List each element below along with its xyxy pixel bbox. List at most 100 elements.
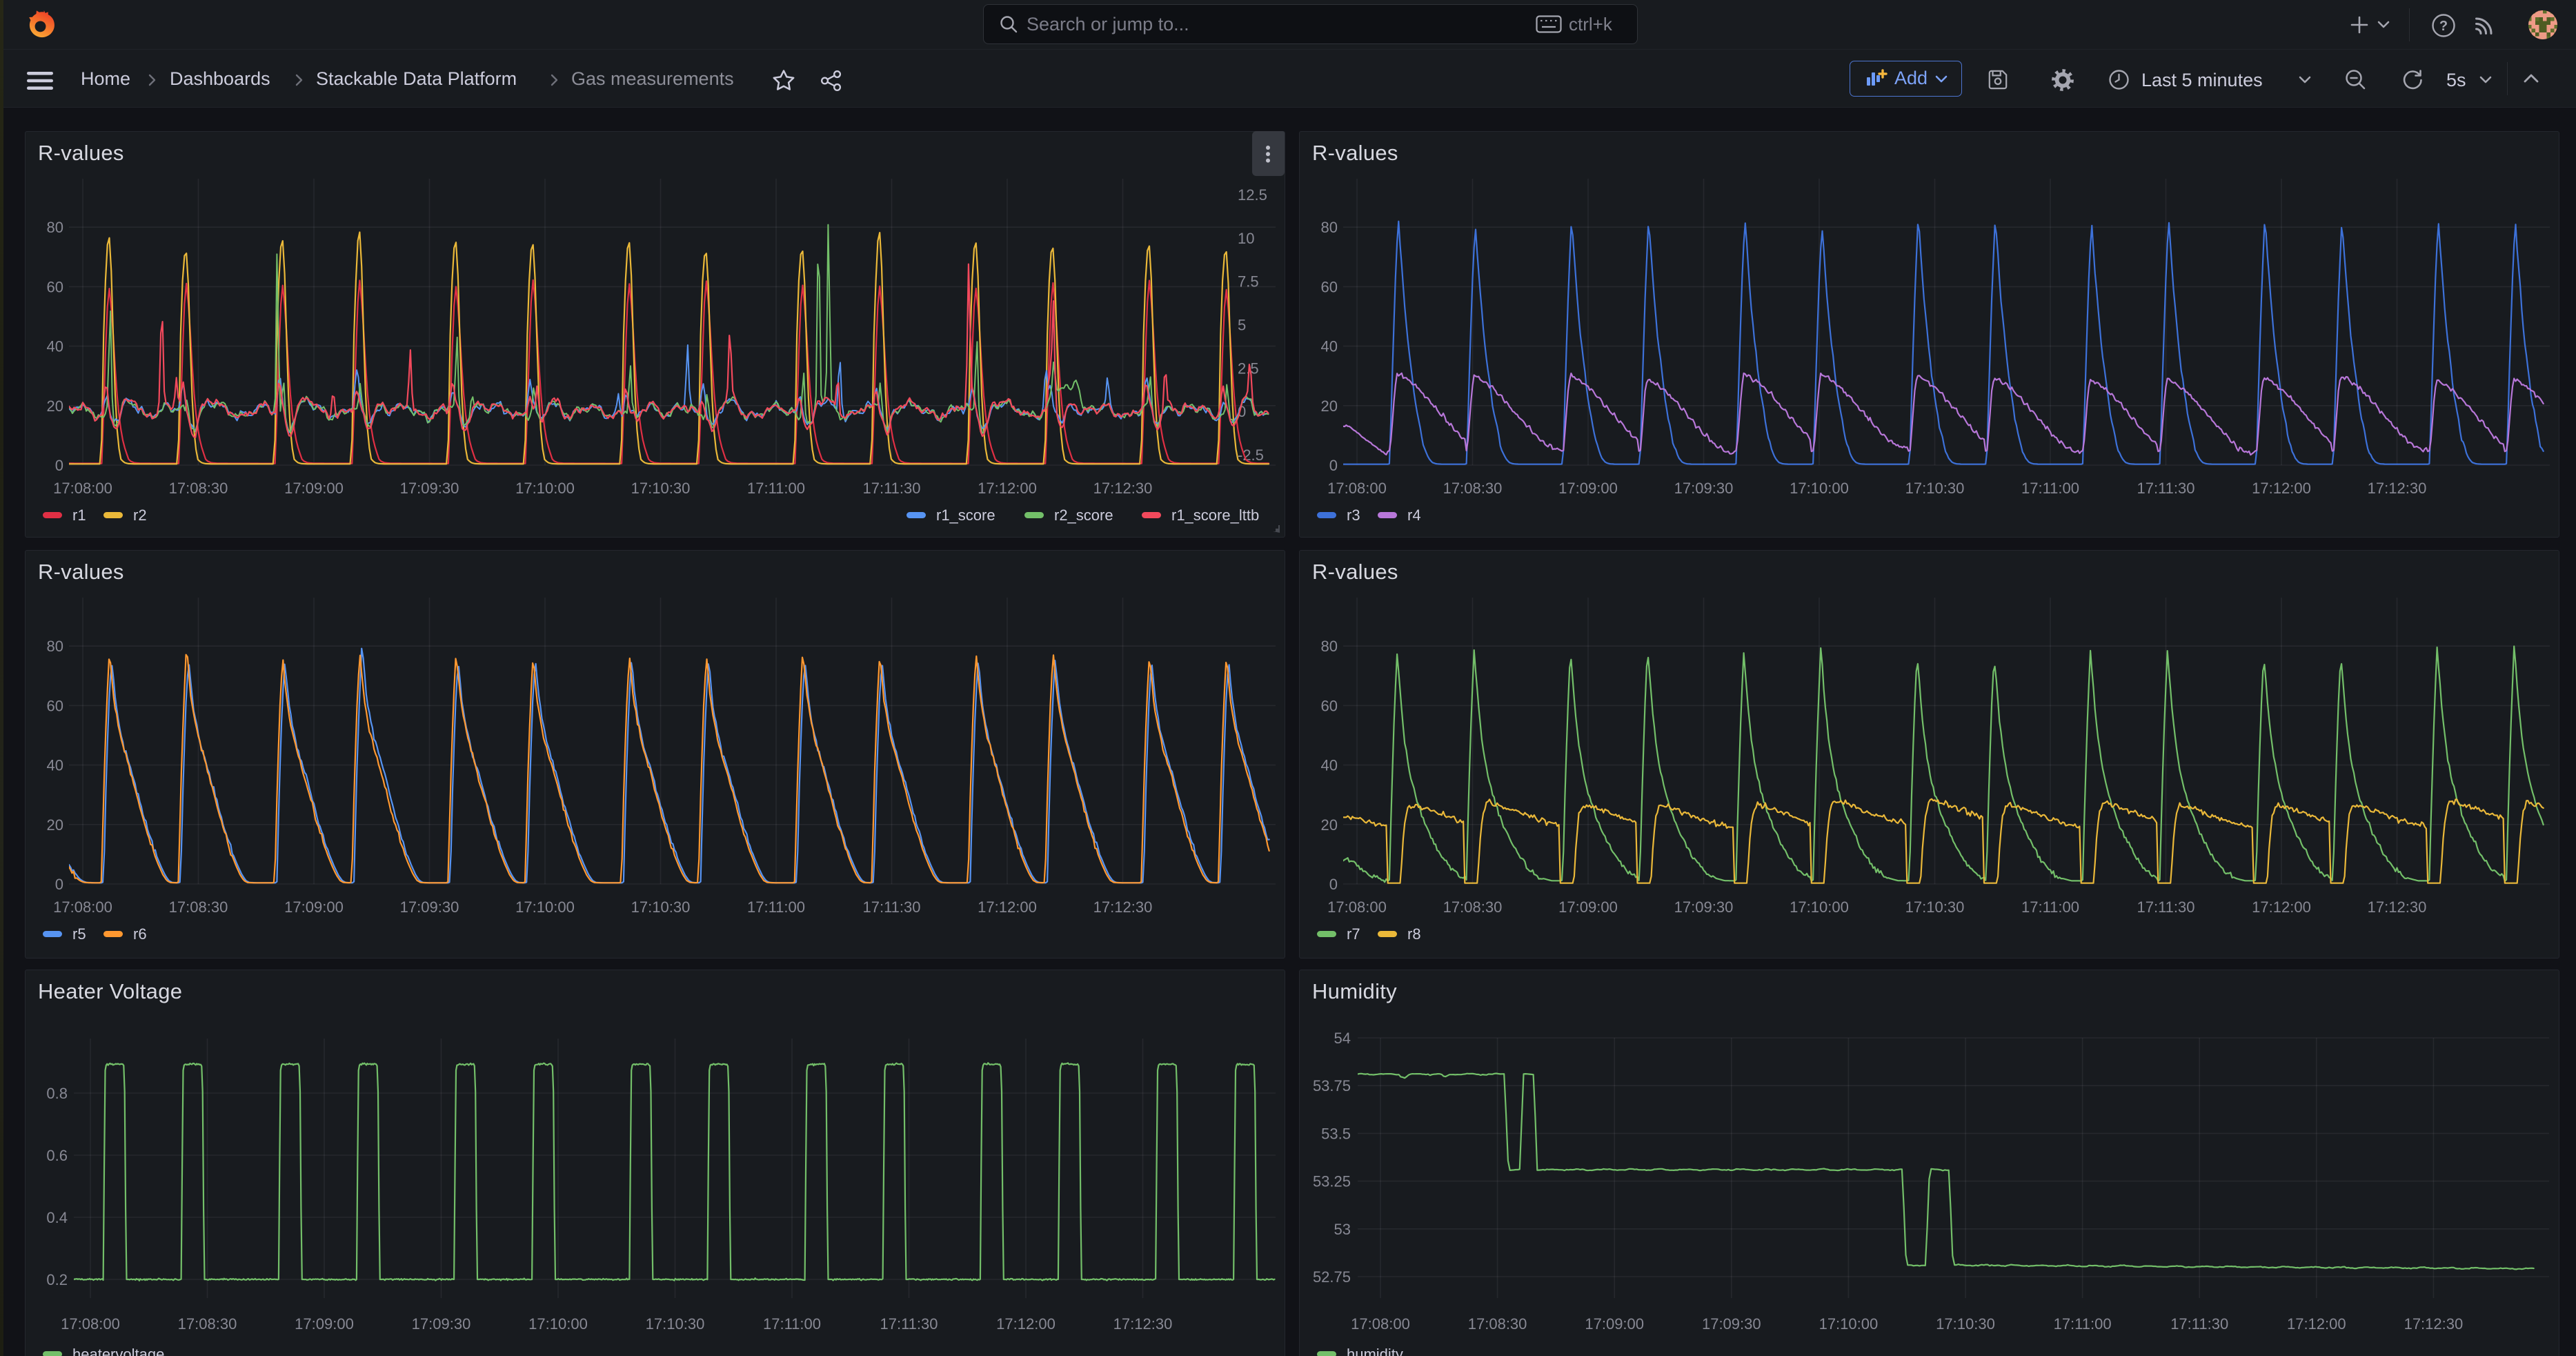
svg-text:80: 80 — [1321, 638, 1338, 655]
svg-text:17:12:30: 17:12:30 — [1093, 898, 1153, 916]
svg-text:17:11:00: 17:11:00 — [763, 1315, 821, 1333]
svg-text:20: 20 — [1321, 397, 1338, 415]
svg-text:17:12:30: 17:12:30 — [2368, 480, 2427, 497]
svg-text:17:12:00: 17:12:00 — [2252, 898, 2311, 916]
svg-text:17:10:00: 17:10:00 — [1790, 898, 1849, 916]
svg-text:17:11:30: 17:11:30 — [2137, 898, 2194, 916]
svg-text:7.5: 7.5 — [1238, 273, 1259, 291]
svg-text:60: 60 — [1321, 278, 1338, 295]
svg-text:17:10:00: 17:10:00 — [1819, 1315, 1879, 1333]
svg-text:r1_score_lttb: r1_score_lttb — [1171, 507, 1259, 524]
svg-text:0: 0 — [1329, 457, 1338, 474]
svg-text:20: 20 — [1321, 816, 1338, 834]
svg-text:0.4: 0.4 — [46, 1209, 68, 1226]
svg-text:60: 60 — [1321, 697, 1338, 714]
svg-text:17:09:00: 17:09:00 — [1558, 898, 1618, 916]
svg-text:53: 53 — [1334, 1221, 1351, 1238]
svg-text:17:10:00: 17:10:00 — [1790, 480, 1849, 497]
svg-text:0.8: 0.8 — [46, 1085, 68, 1102]
svg-text:54: 54 — [1334, 1030, 1351, 1047]
svg-text:17:08:30: 17:08:30 — [169, 480, 228, 497]
svg-text:0: 0 — [1329, 876, 1338, 893]
svg-text:40: 40 — [47, 757, 63, 774]
svg-text:0.2: 0.2 — [46, 1271, 68, 1288]
svg-text:17:12:00: 17:12:00 — [2287, 1315, 2346, 1333]
svg-text:5: 5 — [1238, 317, 1246, 334]
svg-text:17:10:30: 17:10:30 — [631, 898, 691, 916]
svg-text:17:09:00: 17:09:00 — [284, 898, 344, 916]
svg-text:17:10:30: 17:10:30 — [1905, 480, 1965, 497]
svg-text:heatervoltage: heatervoltage — [72, 1346, 164, 1356]
svg-text:17:09:30: 17:09:30 — [400, 898, 459, 916]
svg-text:r7: r7 — [1347, 925, 1360, 943]
svg-text:17:08:00: 17:08:00 — [53, 480, 112, 497]
svg-text:17:11:30: 17:11:30 — [880, 1315, 938, 1333]
svg-text:17:08:30: 17:08:30 — [1468, 1315, 1527, 1333]
svg-text:17:08:00: 17:08:00 — [53, 898, 112, 916]
svg-text:40: 40 — [1321, 757, 1338, 774]
svg-text:17:09:00: 17:09:00 — [284, 480, 344, 497]
svg-text:17:09:00: 17:09:00 — [1558, 480, 1618, 497]
svg-text:17:12:30: 17:12:30 — [1093, 480, 1153, 497]
svg-text:17:12:30: 17:12:30 — [2368, 898, 2427, 916]
svg-text:12.5: 12.5 — [1238, 186, 1267, 204]
svg-text:40: 40 — [1321, 338, 1338, 355]
svg-text:r5: r5 — [72, 925, 86, 943]
svg-text:53.75: 53.75 — [1313, 1077, 1351, 1094]
svg-text:17:09:30: 17:09:30 — [1702, 1315, 1761, 1333]
svg-text:17:11:00: 17:11:00 — [747, 480, 805, 497]
svg-text:17:12:30: 17:12:30 — [2404, 1315, 2464, 1333]
svg-text:17:11:30: 17:11:30 — [862, 480, 920, 497]
svg-text:17:09:00: 17:09:00 — [1585, 1315, 1644, 1333]
svg-text:17:09:30: 17:09:30 — [412, 1315, 471, 1333]
svg-text:17:08:00: 17:08:00 — [1327, 898, 1387, 916]
svg-text:0: 0 — [55, 876, 63, 893]
svg-text:17:08:30: 17:08:30 — [178, 1315, 237, 1333]
svg-text:17:08:30: 17:08:30 — [169, 898, 228, 916]
svg-text:humidity: humidity — [1347, 1346, 1403, 1356]
svg-text:17:10:00: 17:10:00 — [515, 898, 575, 916]
svg-text:r2_score: r2_score — [1054, 507, 1113, 524]
svg-text:53.5: 53.5 — [1321, 1125, 1351, 1142]
svg-text:17:10:30: 17:10:30 — [1936, 1315, 1995, 1333]
svg-text:0: 0 — [55, 457, 63, 474]
svg-text:17:08:00: 17:08:00 — [1327, 480, 1387, 497]
svg-text:17:11:30: 17:11:30 — [862, 898, 920, 916]
svg-text:17:12:00: 17:12:00 — [996, 1315, 1056, 1333]
svg-text:17:08:00: 17:08:00 — [1351, 1315, 1410, 1333]
svg-text:r4: r4 — [1407, 507, 1421, 524]
svg-text:17:11:30: 17:11:30 — [2137, 480, 2194, 497]
svg-text:20: 20 — [47, 397, 63, 415]
svg-text:17:08:30: 17:08:30 — [1443, 898, 1503, 916]
svg-text:?: ? — [2439, 19, 2448, 34]
svg-text:17:10:00: 17:10:00 — [528, 1315, 588, 1333]
svg-text:17:08:30: 17:08:30 — [1443, 480, 1503, 497]
svg-text:80: 80 — [1321, 219, 1338, 236]
svg-text:17:09:30: 17:09:30 — [1674, 898, 1734, 916]
svg-text:60: 60 — [47, 278, 63, 295]
svg-text:10: 10 — [1238, 230, 1254, 247]
svg-text:17:10:30: 17:10:30 — [1905, 898, 1965, 916]
svg-text:40: 40 — [47, 338, 63, 355]
svg-text:17:11:00: 17:11:00 — [2054, 1315, 2112, 1333]
svg-text:17:11:00: 17:11:00 — [2021, 480, 2079, 497]
svg-text:17:09:30: 17:09:30 — [1674, 480, 1734, 497]
svg-text:60: 60 — [47, 697, 63, 714]
svg-text:80: 80 — [47, 219, 63, 236]
svg-text:r8: r8 — [1407, 925, 1421, 943]
svg-text:17:12:00: 17:12:00 — [2252, 480, 2311, 497]
svg-text:53.25: 53.25 — [1313, 1173, 1351, 1190]
svg-text:17:09:00: 17:09:00 — [295, 1315, 354, 1333]
svg-text:17:10:30: 17:10:30 — [631, 480, 691, 497]
svg-text:r1: r1 — [72, 507, 86, 524]
svg-text:17:10:30: 17:10:30 — [646, 1315, 705, 1333]
svg-text:17:12:00: 17:12:00 — [978, 480, 1037, 497]
svg-text:r1_score: r1_score — [936, 507, 995, 524]
svg-text:17:09:30: 17:09:30 — [400, 480, 459, 497]
svg-text:0.6: 0.6 — [46, 1147, 68, 1164]
svg-text:17:11:00: 17:11:00 — [2021, 898, 2079, 916]
svg-text:r3: r3 — [1347, 507, 1360, 524]
svg-text:r6: r6 — [133, 925, 147, 943]
svg-text:17:10:00: 17:10:00 — [515, 480, 575, 497]
svg-text:20: 20 — [47, 816, 63, 834]
